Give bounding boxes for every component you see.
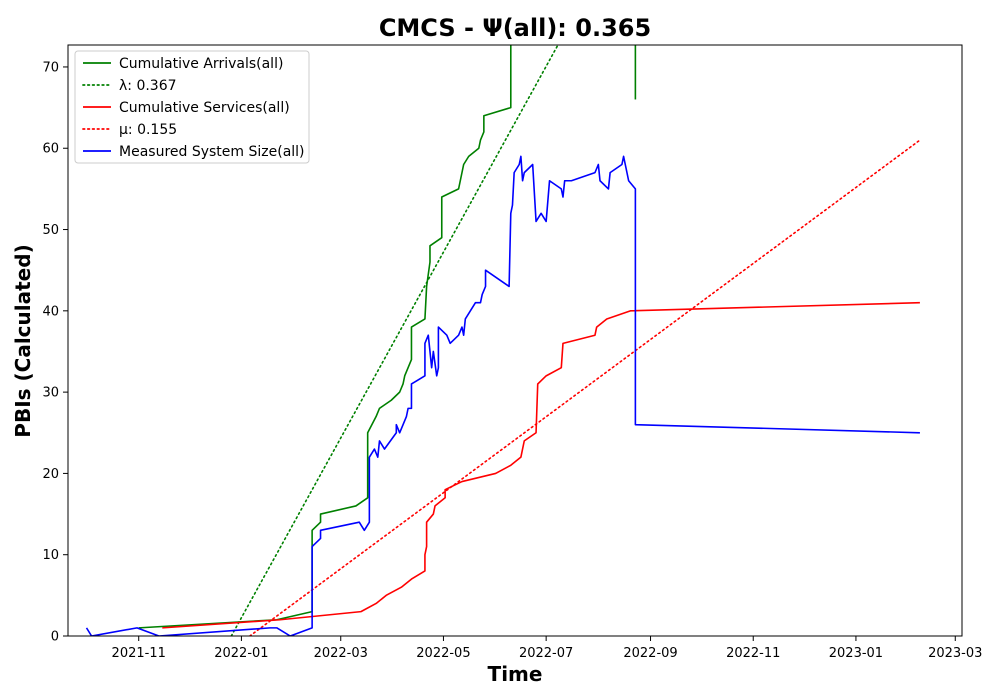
x-axis: 2021-11 2022-01 2022-03 2022-05 2022-07 2022-… [112,636,982,661]
x-tick-label: 2022-03 [314,646,368,661]
legend-box [74,50,310,164]
x-tick-label: 2022-05 [416,646,470,661]
series-line-0-367 [230,45,559,636]
y-tick-label: 20 [42,467,59,482]
chart-title: CMCS - Ψ(all): 0.365 [379,14,651,42]
x-tick-label: 2023-01 [829,646,883,661]
x-tick-label: 2022-09 [623,646,677,661]
x-tick-label: 2021-11 [112,646,166,661]
legend-label: Cumulative Arrivals(all) [119,56,283,72]
y-tick-label: 60 [42,142,59,157]
y-tick-label: 70 [42,60,59,75]
y-tick-label: 30 [42,386,59,401]
legend-label: Measured System Size(all) [119,144,305,160]
y-tick-label: 10 [42,548,59,563]
series-line-cumulative-services-all [162,301,920,629]
y-tick-label: 0 [51,630,59,645]
x-tick-label: 2022-01 [214,646,268,661]
series-line-measured-system-size-all [85,155,920,636]
x-tick-label: 2023-03 [928,646,982,661]
y-axis: 0 10 20 30 40 50 60 70 [42,60,68,645]
series-line-0-155 [249,139,921,636]
legend-label: λ: 0.367 [119,78,177,94]
x-tick-label: 2022-11 [726,646,780,661]
plot-frame [67,44,963,637]
y-tick-label: 40 [42,304,59,319]
y-tick-label: 50 [42,223,59,238]
legend-label: μ: 0.155 [119,122,177,138]
y-axis-title: PBIs (Calculated) [11,244,35,437]
series-layer [85,45,921,636]
legend-label: Cumulative Services(all) [119,100,290,116]
legend: Cumulative Arrivals(all) λ: 0.367 Cumulati… [74,50,310,164]
x-tick-label: 2022-07 [519,646,573,661]
series-line-cumulative-arrivals-all [138,45,512,629]
x-axis-title: Time [488,662,543,686]
